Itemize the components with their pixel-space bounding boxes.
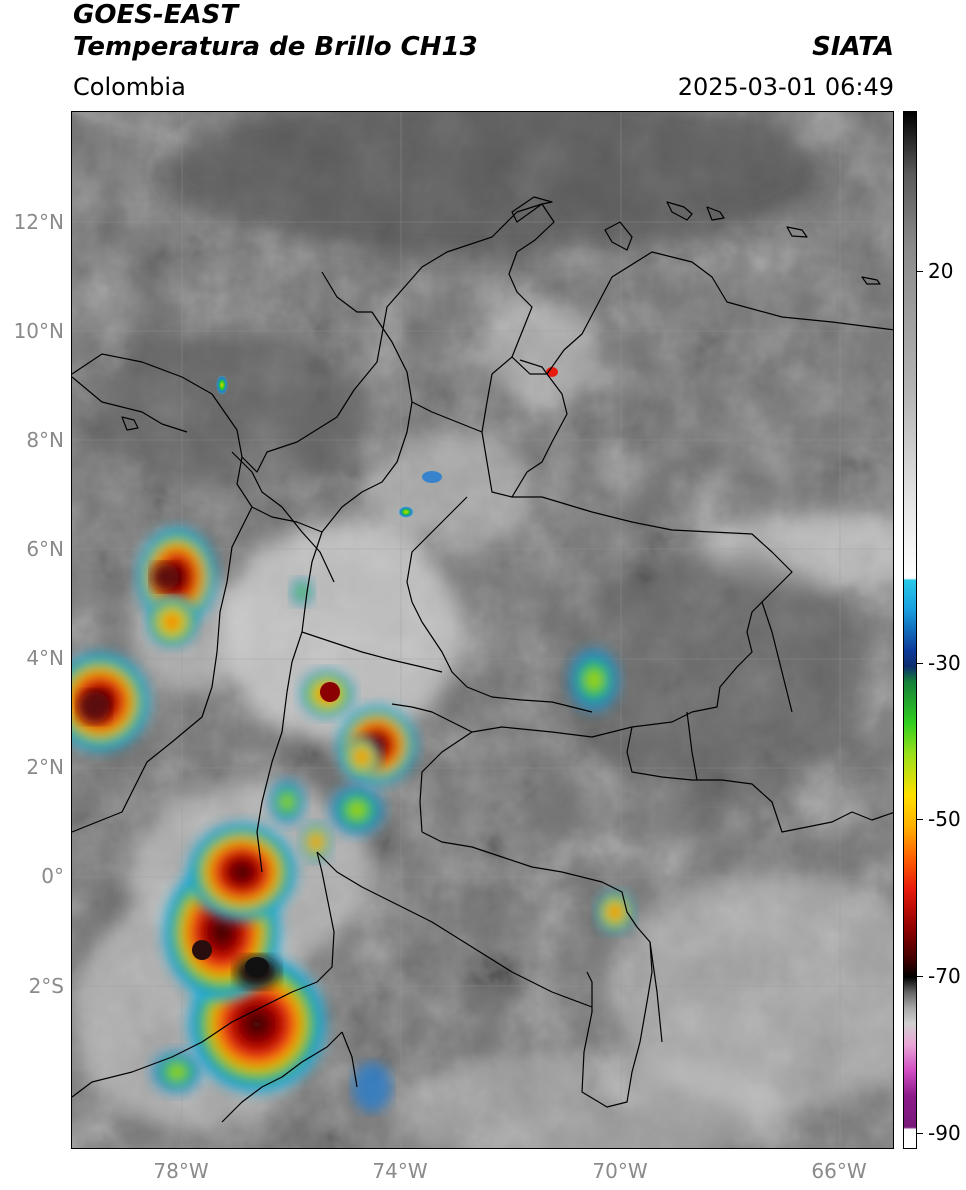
satellite-map: [71, 111, 894, 1149]
colorbar: [903, 111, 917, 1149]
lon-label-74w: 74°W: [372, 1159, 428, 1183]
colorbar-label-neg30: -30: [928, 651, 961, 675]
colorbar-tick-neg30: [917, 663, 923, 664]
region-label: Colombia: [73, 73, 186, 101]
map-canvas: [72, 112, 893, 1148]
colorbar-label-neg90: -90: [928, 1121, 961, 1145]
colorbar-tick-neg50: [917, 819, 923, 820]
lat-label-2n: 2°N: [26, 755, 64, 779]
gridlines: [72, 112, 893, 1148]
lon-label-66w: 66°W: [811, 1159, 867, 1183]
colorbar-tick-neg70: [917, 976, 923, 977]
colorbar-label-neg50: -50: [928, 807, 961, 831]
lat-label-8n: 8°N: [26, 428, 64, 452]
dark-sea-areas: [92, 112, 872, 792]
lat-label-10n: 10°N: [13, 319, 64, 343]
colorbar-label-neg70: -70: [928, 964, 961, 988]
lat-label-6n: 6°N: [26, 537, 64, 561]
lat-label-12n: 12°N: [13, 210, 64, 234]
timestamp-label: 2025-03-01 06:49: [677, 73, 894, 101]
product-title: Temperatura de Brillo CH13: [73, 32, 478, 62]
satellite-title: GOES-EAST: [73, 0, 239, 30]
lat-label-4n: 4°N: [26, 646, 64, 670]
colorbar-tick-20: [917, 271, 923, 272]
political-boundaries: [72, 196, 893, 1123]
storm-cells: [72, 367, 635, 1112]
brand-label: SIATA: [812, 32, 894, 62]
colorbar-tick-neg90: [917, 1133, 923, 1134]
lon-label-70w: 70°W: [592, 1159, 648, 1183]
colorbar-label-20: 20: [928, 259, 954, 283]
lon-label-78w: 78°W: [153, 1159, 209, 1183]
lat-label-2s: 2°S: [28, 974, 64, 998]
lat-label-0: 0°: [41, 864, 64, 888]
